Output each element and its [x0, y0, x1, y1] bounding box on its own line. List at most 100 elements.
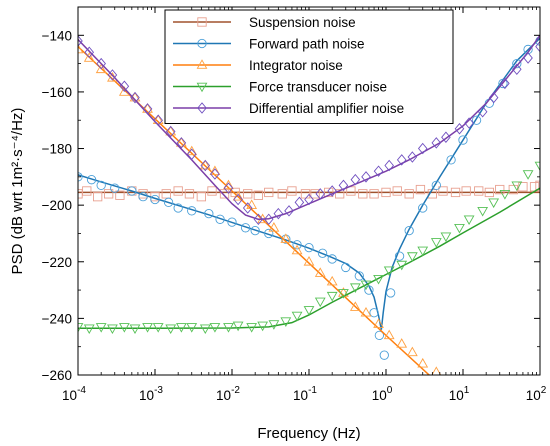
suspension-noise-marker [115, 190, 125, 200]
integrator-noise-marker [303, 256, 315, 266]
differential-amplifier-noise-marker [263, 213, 274, 226]
forward-path-noise-marker [458, 135, 468, 145]
force-transducer-noise-marker [522, 170, 534, 180]
force-transducer-noise-marker [360, 280, 372, 291]
integrator-noise-marker [175, 137, 187, 147]
force-transducer-noise-marker [499, 190, 511, 200]
x-tick-label: 101 [449, 385, 470, 403]
suspension-noise-marker [82, 186, 92, 196]
forward-path-noise-marker [264, 228, 274, 239]
suspension-noise-marker [207, 186, 217, 196]
legend-entry-differential-amplifier-noise: Differential amplifier noise [173, 101, 404, 116]
integrator-noise-marker [268, 222, 280, 232]
force-transducer-noise-marker [303, 306, 315, 316]
force-transducer-noise-marker [349, 283, 361, 293]
integrator-noise-marker [142, 103, 153, 113]
legend-label: Integrator noise [249, 58, 343, 73]
forward-path-noise-marker [471, 115, 482, 125]
suspension-noise-marker [173, 186, 183, 196]
forward-path-noise-marker [369, 308, 379, 318]
differential-amplifier-noise-marker [488, 91, 499, 104]
differential-amplifier-noise-marker [200, 159, 211, 172]
suspension-noise-marker [253, 190, 264, 200]
force-transducer-noise-marker [373, 274, 384, 285]
integrator-noise-marker [360, 306, 372, 317]
force-transducer-noise-marker [440, 232, 452, 243]
force-transducer-noise-marker [326, 291, 338, 302]
integrator-noise-marker [431, 366, 442, 375]
suspension-noise-marker [196, 192, 207, 202]
series-force-transducer-noise [78, 161, 540, 335]
suspension-noise-marker [461, 186, 471, 196]
x-tick-label: 100 [372, 385, 393, 403]
y-tick-label: −200 [42, 198, 72, 213]
integrator-noise-marker [373, 318, 384, 328]
forward-path-noise-marker [431, 180, 441, 190]
suspension-noise-marker [243, 189, 253, 199]
force-transducer-noise-line [78, 187, 540, 330]
differential-amplifier-noise-marker [417, 142, 428, 155]
forward-path-noise-marker [96, 180, 106, 190]
differential-amplifier-noise-marker [350, 173, 361, 186]
force-transducer-noise-marker [95, 323, 107, 333]
suspension-noise-marker [404, 189, 414, 199]
force-transducer-noise-marker [406, 252, 418, 262]
differential-amplifier-noise-marker [273, 207, 284, 220]
x-tick-label: 10-1 [293, 385, 317, 403]
integrator-noise-marker [165, 125, 177, 136]
suspension-noise-marker [264, 187, 274, 198]
force-transducer-noise-marker [246, 323, 258, 333]
differential-amplifier-noise-marker [284, 205, 294, 217]
forward-path-noise-marker [446, 155, 456, 165]
differential-amplifier-noise-marker [119, 80, 130, 93]
differential-amplifier-noise-marker [304, 193, 314, 206]
series-layer [78, 34, 540, 375]
force-transducer-noise-marker [107, 324, 118, 335]
differential-amplifier-noise-marker [431, 137, 442, 149]
forward-path-noise-marker [404, 225, 414, 236]
legend-label: Suspension noise [249, 15, 356, 30]
differential-amplifier-noise-marker [78, 35, 83, 47]
legend-marker [197, 17, 207, 27]
differential-amplifier-noise-marker [142, 103, 153, 115]
forward-path-noise-marker [173, 203, 183, 213]
forward-path-noise-marker [86, 175, 97, 185]
x-axis-label: Frequency (Hz) [257, 425, 360, 442]
force-transducer-noise-marker [488, 198, 500, 209]
force-transducer-noise-marker [463, 215, 475, 226]
forward-path-noise-marker [204, 208, 214, 219]
forward-path-noise-marker [327, 254, 337, 264]
force-transducer-noise-marker [511, 181, 523, 192]
x-tick-label: 102 [526, 385, 547, 403]
series-differential-amplifier-noise [78, 34, 540, 226]
differential-amplifier-noise-marker [153, 114, 163, 126]
force-transducer-noise-marker [280, 317, 292, 327]
suspension-noise-marker [392, 186, 402, 196]
differential-amplifier-noise-marker [384, 159, 394, 172]
force-transducer-noise-marker [257, 321, 269, 332]
tick-layer: 10-4 10-3 10-2 10-1 100 101 102 −260 −240 −220 −20… [42, 7, 547, 403]
differential-amplifier-noise-marker [373, 165, 384, 177]
force-transducer-noise-marker [232, 321, 244, 332]
integrator-noise-marker [396, 338, 408, 348]
differential-amplifier-noise-marker [210, 168, 220, 180]
legend-marker [196, 59, 208, 69]
y-tick-label: −140 [42, 28, 72, 43]
forward-path-noise-marker [341, 262, 351, 273]
integrator-noise-marker [83, 52, 95, 62]
suspension-noise-marker [474, 186, 484, 196]
differential-amplifier-noise-marker [315, 188, 326, 200]
y-tick-label: −260 [42, 368, 72, 383]
differential-amplifier-noise-marker [327, 185, 337, 197]
suspension-noise-marker [358, 189, 368, 199]
differential-amplifier-noise-marker [242, 202, 253, 214]
x-tick-label: 10-3 [139, 385, 163, 403]
legend: Suspension noise Forward path noise Integr… [164, 9, 454, 124]
force-transducer-noise-marker [291, 311, 303, 322]
integrator-noise-marker [186, 145, 198, 156]
suspension-noise-marker [219, 189, 230, 199]
differential-amplifier-noise-marker [477, 105, 488, 118]
suspension-noise-marker [381, 187, 391, 198]
differential-amplifier-noise-marker [186, 148, 197, 160]
